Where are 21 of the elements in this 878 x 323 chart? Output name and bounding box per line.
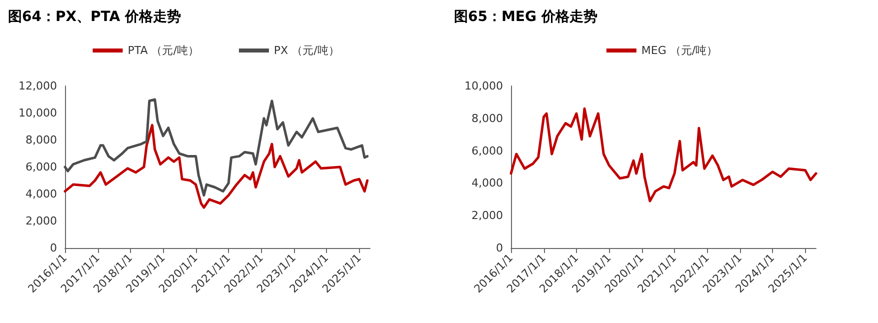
chart-title: 图65：MEG 价格走势: [454, 8, 598, 26]
line-series: [64, 124, 369, 209]
line-series: [510, 107, 818, 202]
y-tick-label: 6,000: [26, 160, 57, 174]
legend-label: PX （元/吨）: [274, 44, 340, 57]
chart-title: 图64：PX、PTA 价格走势: [8, 8, 181, 26]
legend-label: PTA （元/吨）: [128, 44, 199, 57]
y-tick-label: 10,000: [464, 80, 503, 92]
y-tick-label: 4,000: [472, 176, 503, 190]
line-series: [64, 98, 369, 197]
y-tick-label: 4,000: [26, 188, 57, 200]
y-tick-label: 10,000: [18, 106, 57, 120]
y-tick-label: 2,000: [472, 209, 503, 222]
legend-label: MEG （元/吨）: [641, 44, 718, 57]
y-tick-label: 6,000: [472, 144, 503, 158]
y-tick-label: 12,000: [18, 80, 57, 92]
y-tick-label: 8,000: [26, 134, 57, 146]
y-tick-label: 0: [496, 242, 503, 254]
y-tick-label: 8,000: [472, 112, 503, 125]
y-tick-label: 0: [50, 242, 57, 254]
y-tick-label: 2,000: [26, 214, 57, 228]
